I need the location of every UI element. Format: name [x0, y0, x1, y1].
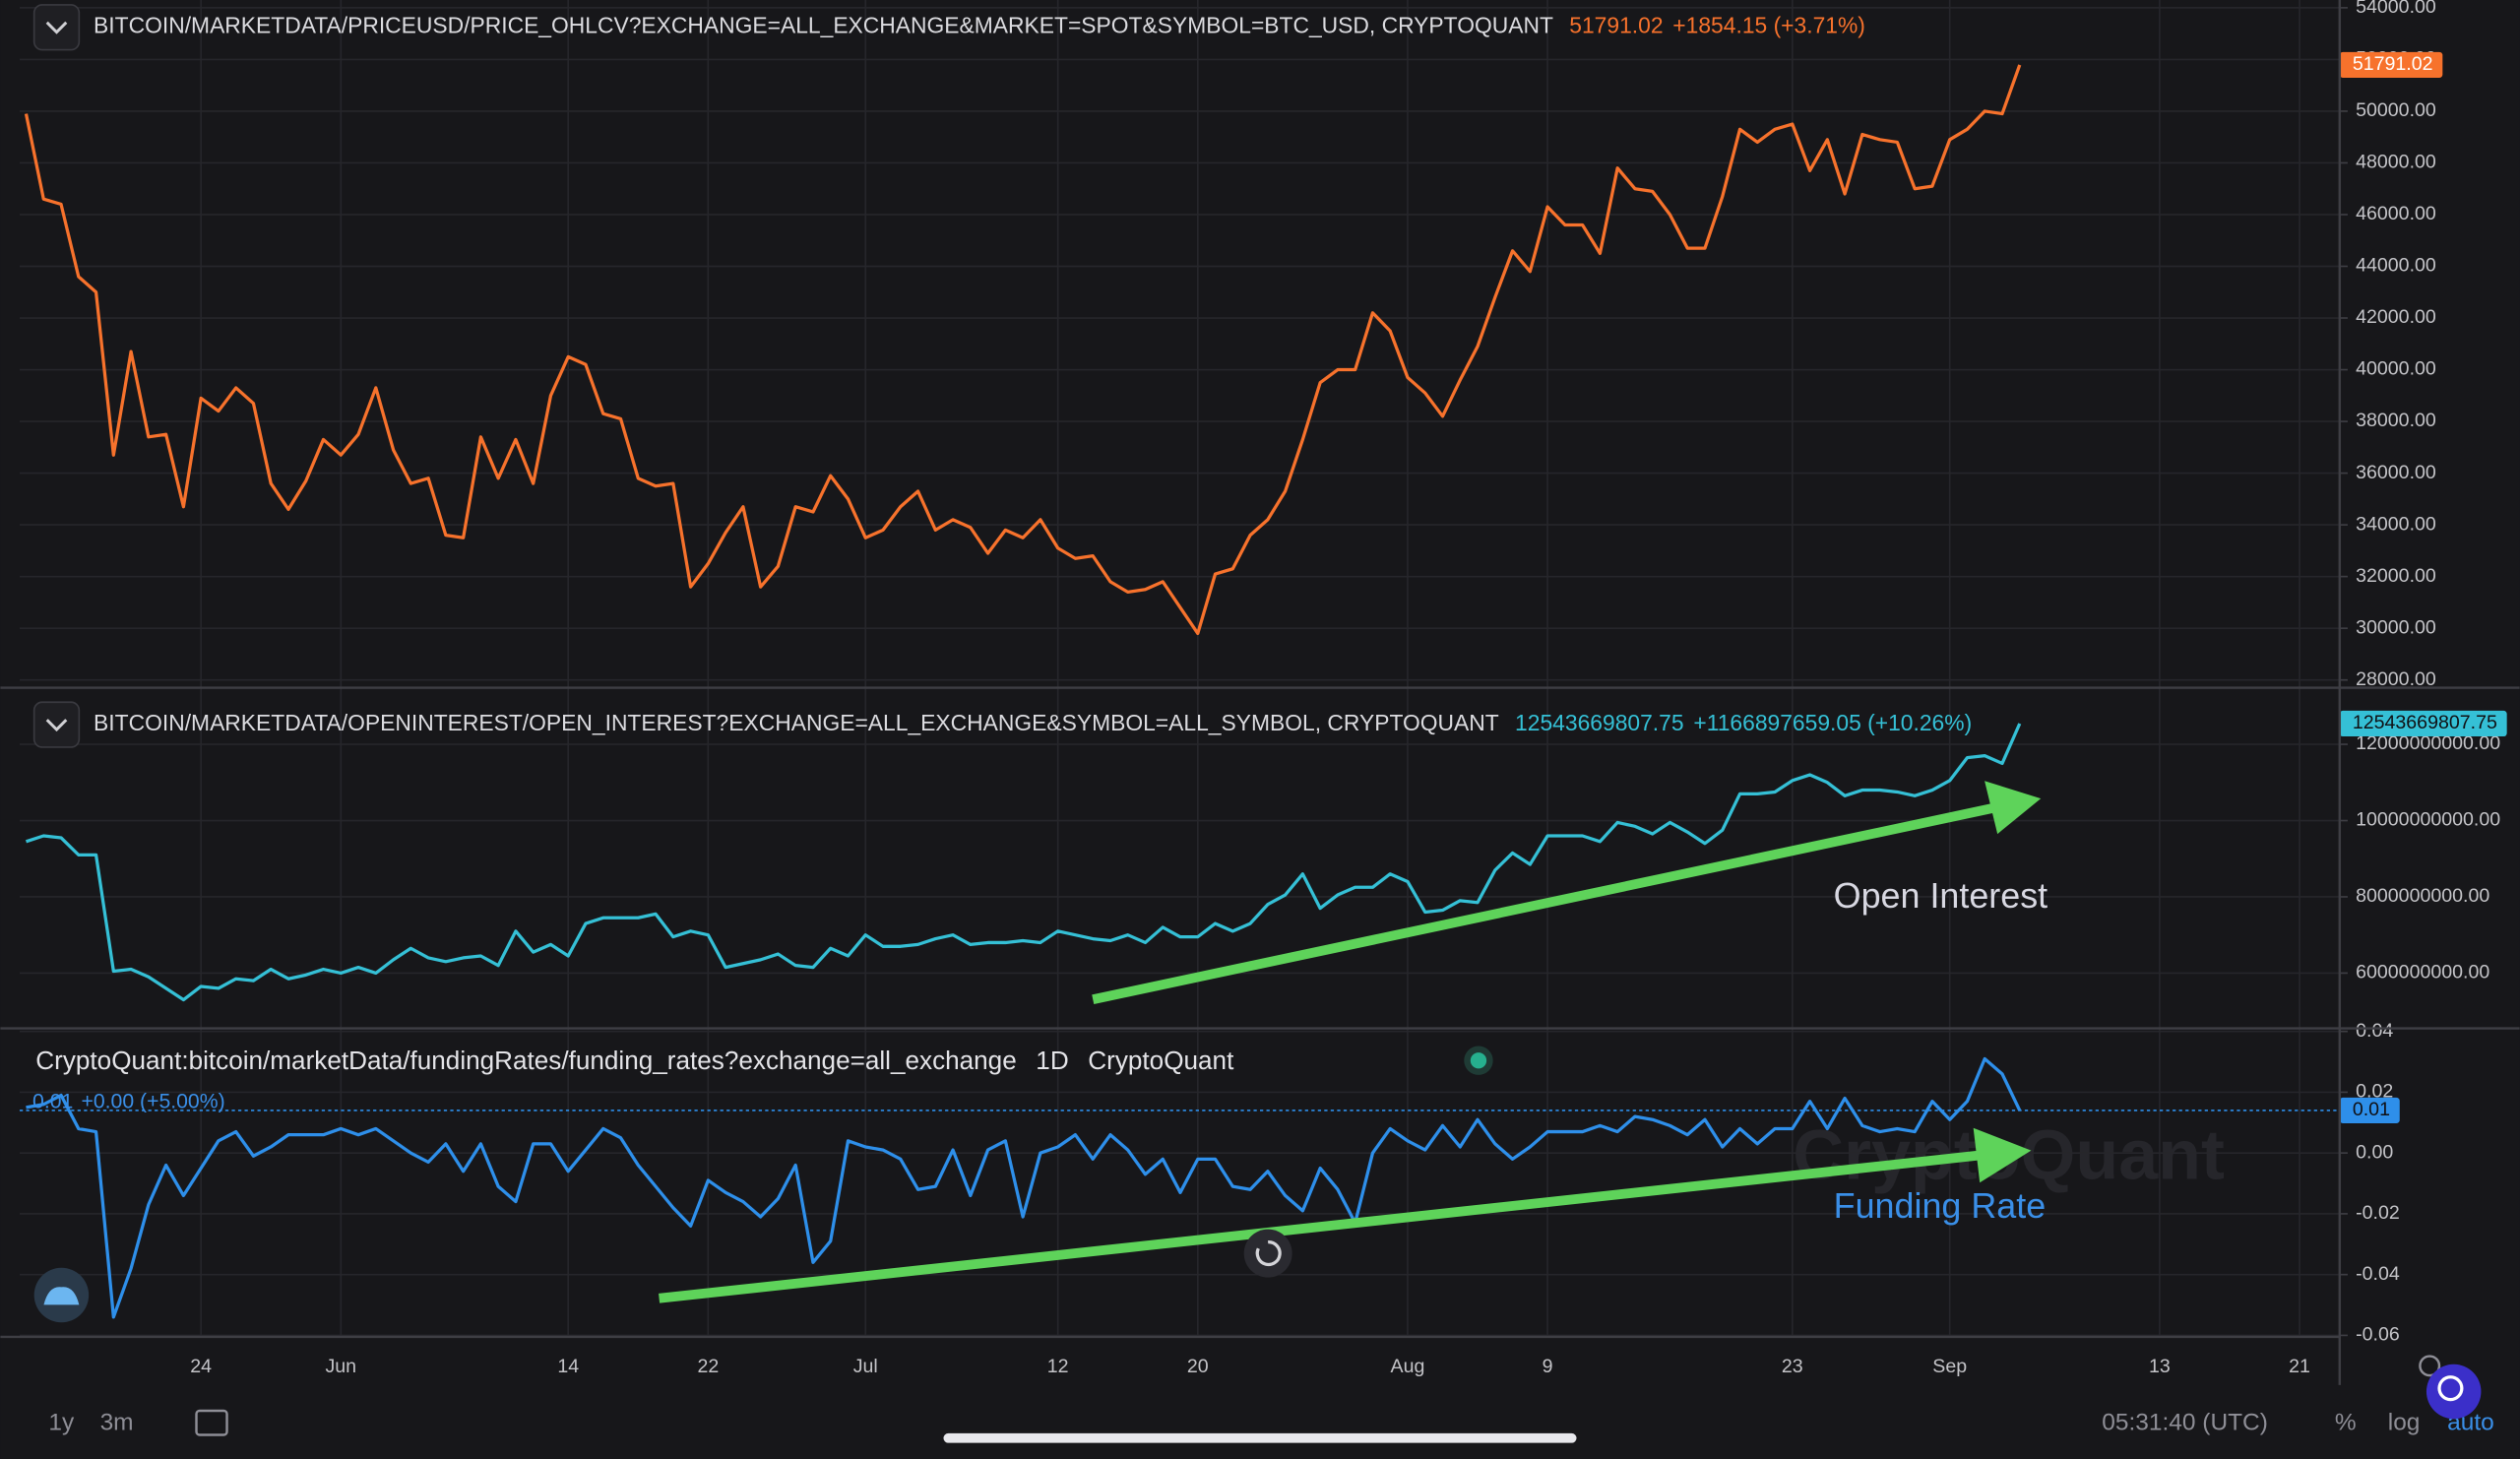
collapse-button[interactable]: [32, 701, 81, 748]
range-button[interactable]: 1y: [48, 1410, 75, 1436]
search-icon: [2437, 1375, 2464, 1402]
y-tick-label: 30000.00: [2356, 616, 2436, 638]
settings-button[interactable]: [2419, 1355, 2441, 1377]
y-tick-label: 46000.00: [2356, 203, 2436, 224]
y-tick-label: 50000.00: [2356, 99, 2436, 121]
price-tag-label: 51791.02: [2353, 53, 2433, 75]
y-tick-label: 34000.00: [2356, 513, 2436, 535]
range-button[interactable]: 3m: [100, 1410, 134, 1436]
x-tick-label: Jun: [325, 1356, 356, 1377]
x-tick-label: 13: [2149, 1356, 2171, 1377]
y-tick-label: 36000.00: [2356, 462, 2436, 483]
x-tick-label: 24: [190, 1356, 212, 1377]
status-dot: [1470, 1052, 1487, 1069]
last-value: 0.01: [32, 1090, 73, 1112]
change: +0.00 (+5.00%): [81, 1090, 224, 1112]
series-line: [26, 1056, 2022, 1319]
series-title: BITCOIN/MARKETDATA/OPENINTEREST/OPEN_INT…: [94, 710, 1499, 735]
y-tick-label: 28000.00: [2356, 668, 2436, 690]
y-tick-label: 0.00: [2356, 1141, 2393, 1163]
y-tick-label: 48000.00: [2356, 152, 2436, 173]
y-tick-label: 12000000000.00: [2356, 732, 2500, 754]
pane-header: BITCOIN/MARKETDATA/OPENINTEREST/OPEN_INT…: [94, 710, 1972, 735]
y-tick-label: 40000.00: [2356, 358, 2436, 380]
annotation-arrow: [659, 781, 2042, 1303]
arrow-head: [1973, 1127, 2032, 1183]
chevron-icon: [45, 719, 68, 732]
arrow-shaft: [1092, 803, 1994, 1004]
y-tick-label: 0.04: [2356, 1020, 2393, 1042]
y-tick-label: 42000.00: [2356, 306, 2436, 328]
series-line: [25, 723, 2022, 1002]
annotation: Open Interest: [1834, 876, 2048, 916]
home-indicator: [943, 1432, 1577, 1443]
log-toggle[interactable]: log: [2388, 1410, 2421, 1436]
x-tick-label: Jul: [853, 1356, 878, 1377]
x-tick-label: 14: [557, 1356, 579, 1377]
pane-header: CryptoQuant:bitcoin/marketData/fundingRa…: [35, 1046, 1234, 1075]
price-tag: [2339, 1097, 2400, 1123]
series-title: BITCOIN/MARKETDATA/PRICEUSD/PRICE_OHLCV?…: [94, 13, 1553, 38]
arrow-shaft: [659, 1150, 1981, 1303]
y-tick-label: 6000000000.00: [2356, 962, 2489, 983]
reset-button[interactable]: [1243, 1229, 1292, 1278]
last-value-line: 0.01 +0.00 (+5.00%): [32, 1090, 225, 1112]
series-line: [24, 64, 2022, 636]
series-title: CryptoQuant:bitcoin/marketData/fundingRa…: [35, 1046, 1016, 1075]
collapse-button[interactable]: [32, 4, 81, 51]
y-tick-label: -0.04: [2356, 1263, 2400, 1285]
source: CryptoQuant: [1088, 1046, 1234, 1075]
y-tick-label: 32000.00: [2356, 565, 2436, 587]
x-tick-label: 23: [1782, 1356, 1803, 1377]
y-tick-label: 0.02: [2356, 1081, 2393, 1103]
price-tag: [2339, 710, 2507, 737]
y-tick-label: 44000.00: [2356, 255, 2436, 277]
last-value: 12543669807.75: [1515, 710, 1684, 735]
price-tag: [2339, 51, 2443, 78]
clock: 05:31:40 (UTC): [2102, 1410, 2268, 1436]
pane-header: BITCOIN/MARKETDATA/PRICEUSD/PRICE_OHLCV?…: [94, 13, 1865, 38]
y-tick-label: 8000000000.00: [2356, 885, 2489, 907]
x-tick-label: 9: [1543, 1356, 1553, 1377]
y-tick-label: 54000.00: [2356, 0, 2436, 18]
reset-icon: [1255, 1240, 1282, 1267]
annotation: Funding Rate: [1834, 1186, 2046, 1226]
interval: 1D: [1036, 1046, 1068, 1075]
x-tick-label: Aug: [1391, 1356, 1425, 1377]
y-tick-label: -0.06: [2356, 1324, 2400, 1346]
y-tick-label: 10000000000.00: [2356, 809, 2500, 831]
chevron-icon: [45, 21, 68, 34]
x-tick-label: 12: [1047, 1356, 1069, 1377]
last-value: 51791.02: [1569, 13, 1663, 38]
change: +1166897659.05 (+10.26%): [1693, 710, 1972, 735]
y-tick-label: -0.02: [2356, 1202, 2400, 1224]
y-tick-label: 38000.00: [2356, 410, 2436, 431]
search-button[interactable]: [2426, 1364, 2482, 1420]
change: +1854.15 (+3.71%): [1672, 13, 1865, 38]
arrow-head: [1984, 781, 2042, 835]
percent-toggle[interactable]: %: [2335, 1410, 2357, 1436]
x-tick-label: 22: [697, 1356, 719, 1377]
price-tag-label: 0.01: [2353, 1099, 2390, 1120]
price-tag-label: 12543669807.75: [2353, 712, 2497, 733]
x-tick-label: Sep: [1932, 1356, 1967, 1377]
x-tick-label: 21: [2289, 1356, 2310, 1377]
date-range-button[interactable]: [195, 1409, 228, 1436]
logo-icon: [43, 1287, 80, 1305]
x-tick-label: 20: [1187, 1356, 1209, 1377]
